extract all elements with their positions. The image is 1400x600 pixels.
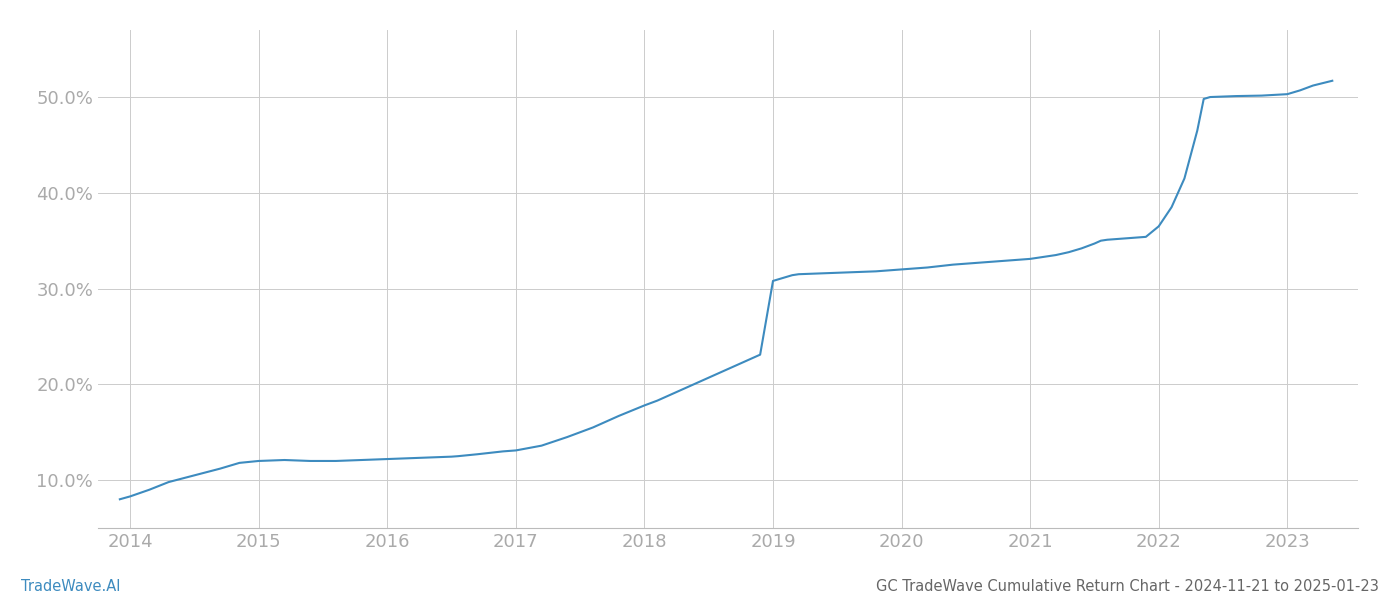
Text: TradeWave.AI: TradeWave.AI — [21, 579, 120, 594]
Text: GC TradeWave Cumulative Return Chart - 2024-11-21 to 2025-01-23: GC TradeWave Cumulative Return Chart - 2… — [876, 579, 1379, 594]
